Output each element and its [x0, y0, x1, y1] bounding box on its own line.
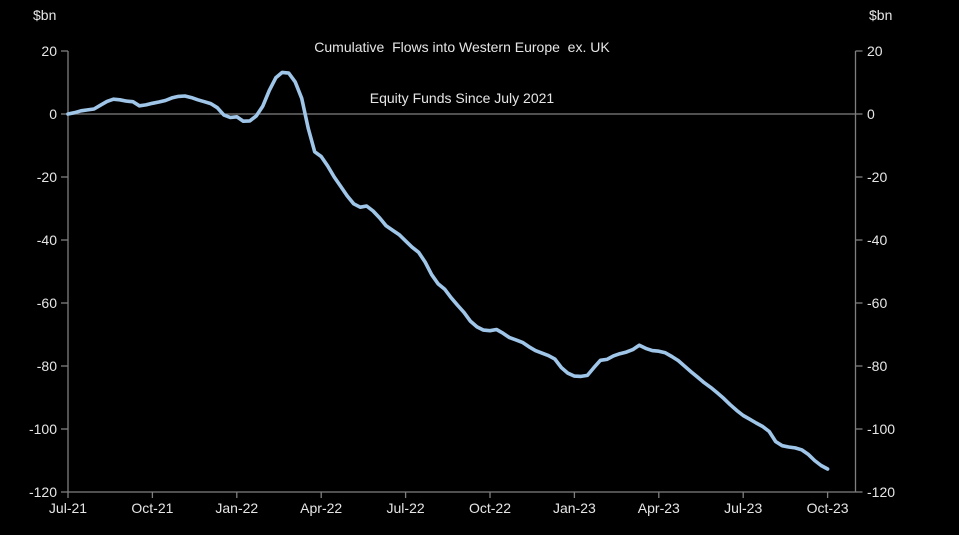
right-axis-unit-label: $bn [869, 7, 893, 23]
x-axis-tick-label: Oct-23 [807, 500, 849, 516]
y-axis-tick-label-left: -100 [29, 421, 57, 437]
x-axis-tick-label: Oct-21 [131, 500, 173, 516]
y-axis-tick-label-right: -80 [867, 358, 887, 374]
chart-title-block: Cumulative Flows into Western Europe ex.… [68, 5, 856, 141]
left-axis-unit-label: $bn [33, 7, 57, 23]
y-axis-tick-label-right: 0 [867, 106, 875, 122]
chart-subtitle: Equity Funds Since July 2021 [369, 90, 555, 106]
y-axis-tick-label-left: 0 [49, 106, 57, 122]
y-axis-tick-label-right: -40 [867, 232, 887, 248]
y-axis-tick-label-right: -120 [867, 484, 895, 500]
x-axis-tick-label: Jul-23 [724, 500, 762, 516]
y-axis-tick-label-right: 20 [867, 43, 883, 59]
y-axis-tick-label-left: 20 [41, 43, 57, 59]
x-axis-tick-label: Jul-22 [387, 500, 425, 516]
x-axis-tick-label: Apr-23 [638, 500, 680, 516]
chart-title: Cumulative Flows into Western Europe ex.… [314, 39, 610, 55]
x-axis-tick-label: Oct-22 [469, 500, 511, 516]
y-axis-tick-label-left: -80 [37, 358, 57, 374]
x-axis-tick-label: Apr-22 [300, 500, 342, 516]
y-axis-tick-label-right: -60 [867, 295, 887, 311]
y-axis-tick-label-left: -40 [37, 232, 57, 248]
y-axis-tick-label-right: -20 [867, 169, 887, 185]
y-axis-tick-label-right: -100 [867, 421, 895, 437]
y-axis-tick-label-left: -120 [29, 484, 57, 500]
y-axis-tick-label-left: -20 [37, 169, 57, 185]
x-axis-tick-label: Jul-21 [49, 500, 87, 516]
data-line-cumulative-flows [66, 70, 830, 471]
x-axis-tick-label: Jan-22 [215, 500, 258, 516]
x-axis-tick-label: Jan-23 [553, 500, 596, 516]
y-axis-tick-label-left: -60 [37, 295, 57, 311]
